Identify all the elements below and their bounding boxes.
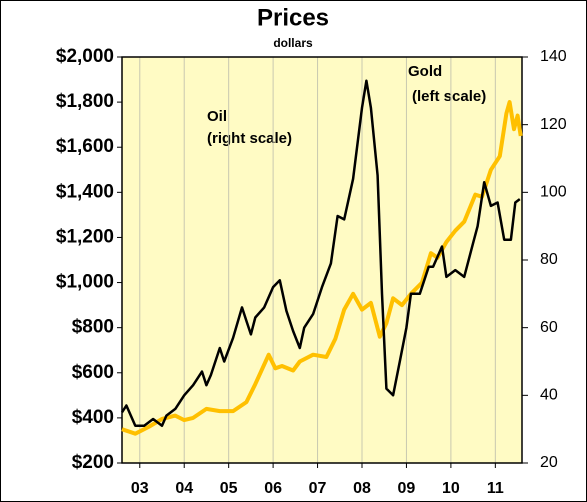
y2-tick-label: 120 xyxy=(540,116,567,133)
annotation: Gold xyxy=(408,63,442,80)
y2-tick-label: 100 xyxy=(540,184,567,201)
annotation: (left scale) xyxy=(412,88,486,105)
y-tick-label: $1,400 xyxy=(56,181,114,202)
y-tick-label: $600 xyxy=(72,362,114,383)
y-tick-label: $800 xyxy=(72,317,114,338)
x-tick-label: 03 xyxy=(131,480,149,497)
annotation: Oil xyxy=(207,108,227,125)
x-tick-label: 09 xyxy=(398,480,416,497)
y-tick-label: $400 xyxy=(72,407,114,428)
plot-frame xyxy=(121,56,523,464)
x-tick-label: 05 xyxy=(220,480,238,497)
y2-tick-label: 140 xyxy=(540,48,567,65)
y-tick-label: $1,600 xyxy=(56,136,114,157)
y-tick-label: $2,000 xyxy=(56,46,114,67)
plot-area xyxy=(122,57,522,463)
x-tick-label: 04 xyxy=(175,480,193,497)
chart-subtitle: dollars xyxy=(273,36,313,50)
y2-tick-label: 20 xyxy=(540,454,558,471)
y-tick-label: $1,800 xyxy=(56,91,114,112)
x-tick-label: 06 xyxy=(264,480,282,497)
y-tick-label: $1,000 xyxy=(56,272,114,293)
x-tick-label: 10 xyxy=(442,480,460,497)
y-tick-label: $1,200 xyxy=(56,226,114,247)
annotation: (right scale) xyxy=(207,130,292,147)
chart-title: Prices xyxy=(257,4,329,31)
x-tick-label: 11 xyxy=(487,480,504,497)
y2-tick-label: 80 xyxy=(540,251,558,268)
y2-tick-label: 40 xyxy=(540,387,558,404)
x-tick-label: 07 xyxy=(309,480,327,497)
x-tick-label: 08 xyxy=(353,480,371,497)
y2-tick-label: 60 xyxy=(540,319,558,336)
y-tick-label: $200 xyxy=(72,452,114,473)
line-series xyxy=(120,79,521,428)
